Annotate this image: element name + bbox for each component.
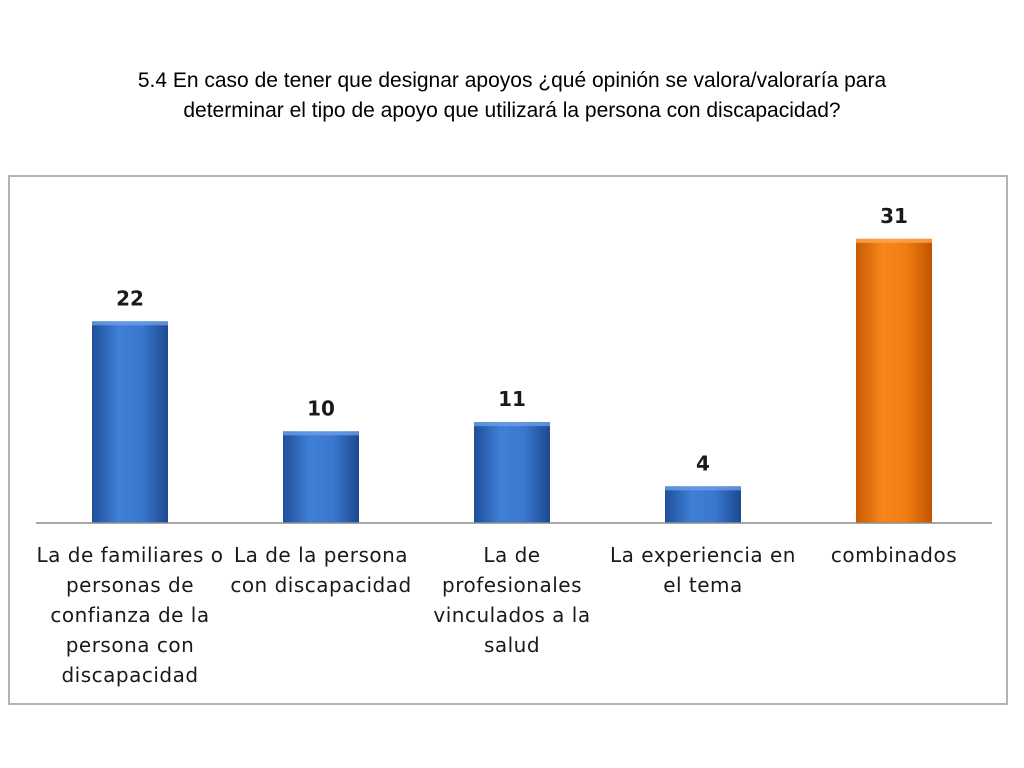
bar-value-label-4: 4 (696, 451, 710, 475)
bar-3 (474, 422, 550, 523)
bar-top-highlight-5 (856, 238, 932, 243)
bar-4 (665, 486, 741, 523)
slide-title: 5.4 En caso de tener que designar apoyos… (60, 66, 964, 126)
chart-frame: 22 10 11 4 31 La de familiares o personas de… (8, 175, 1008, 705)
title-line-1: 5.4 En caso de tener que designar apoyos… (137, 69, 887, 92)
bar-group-4: 4 (665, 451, 741, 523)
category-label-1: La de familiares o personas de confianza… (36, 543, 224, 687)
bar-group-1: 22 (92, 286, 168, 523)
bar-value-label-1: 22 (116, 286, 144, 310)
bar-1 (92, 321, 168, 523)
bar-group-3: 11 (474, 387, 550, 523)
bar-2 (283, 431, 359, 523)
bar-chart: 22 10 11 4 31 (36, 204, 992, 524)
category-label-4: La experiencia en el tema (610, 543, 796, 597)
bar-value-label-5: 31 (880, 204, 908, 228)
category-label-2: La de la persona con discapacidad (230, 543, 412, 597)
bar-value-label-3: 11 (498, 387, 526, 411)
bar-top-highlight-2 (283, 431, 359, 436)
title-line-2: determinar el tipo de apoyo que utilizar… (183, 99, 841, 122)
bar-group-2: 10 (283, 396, 359, 523)
category-label-5: combinados (830, 543, 958, 567)
bar-5 (856, 238, 932, 524)
bar-group-5: 31 (856, 204, 932, 524)
bar-top-highlight-1 (92, 321, 168, 326)
bars-layer: 22 10 11 4 31 (92, 204, 932, 524)
bar-top-highlight-3 (474, 422, 550, 427)
bar-value-label-2: 10 (307, 396, 335, 420)
bar-top-highlight-4 (665, 486, 741, 491)
category-label-3: La de profesionales vinculados a la salu… (433, 543, 591, 657)
